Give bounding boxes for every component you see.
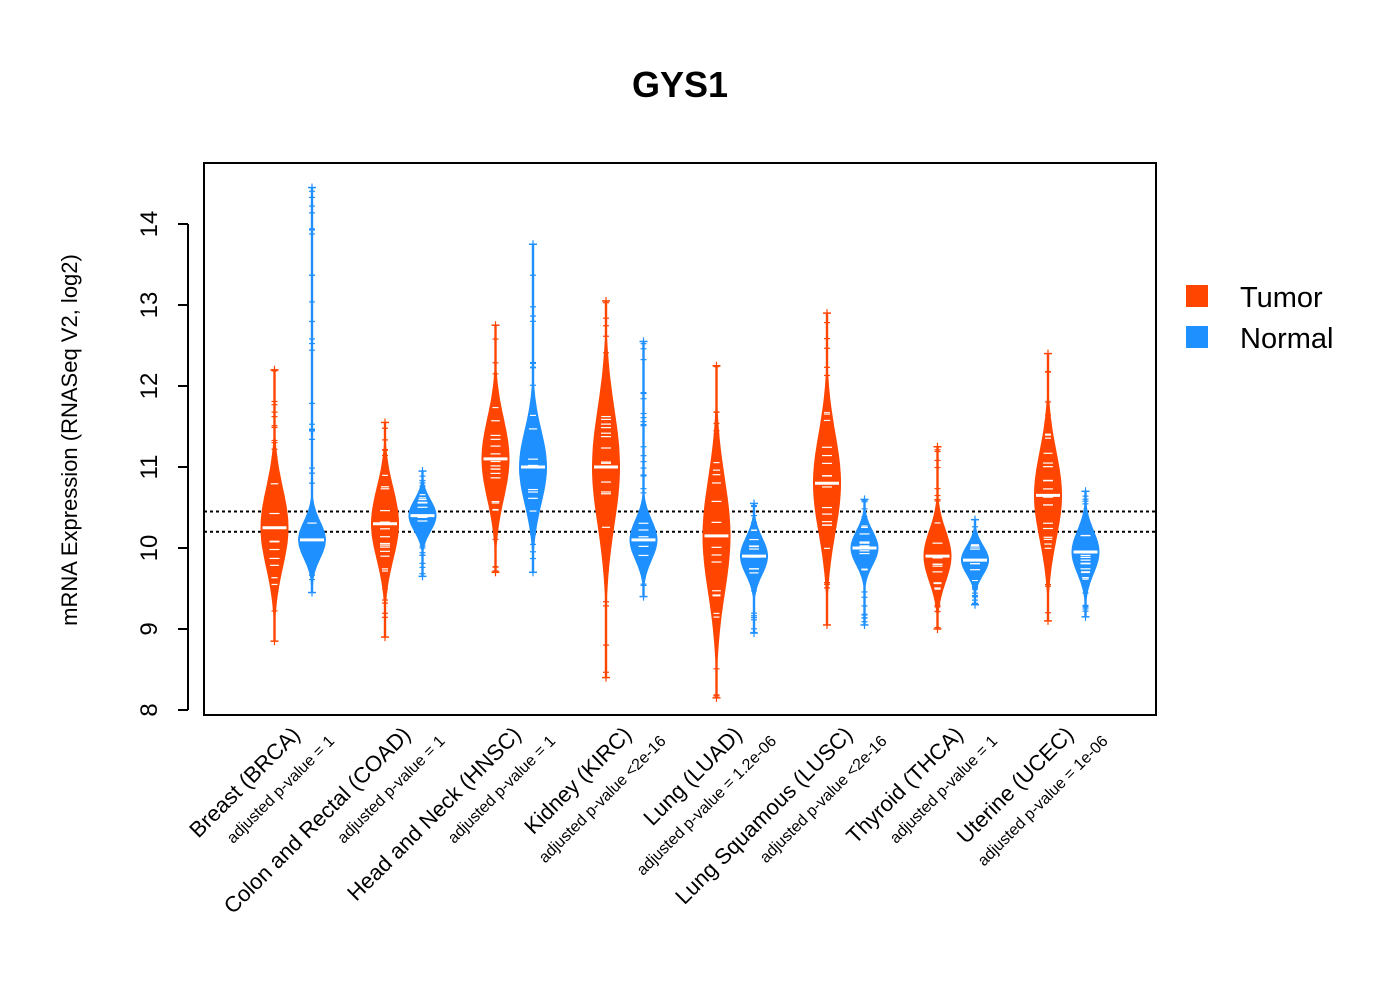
bean-normal-8 (1071, 487, 1100, 621)
bean-tumor-8 (1034, 349, 1062, 625)
bean-shape (371, 422, 399, 638)
legend-label-tumor: Tumor (1240, 282, 1323, 314)
bean-shape (923, 446, 952, 629)
bean-normal-2 (408, 467, 437, 581)
bean-shape (592, 300, 620, 678)
legend-swatch-normal (1186, 326, 1208, 348)
bean-normal-7 (961, 515, 989, 609)
legend-swatch-tumor (1186, 285, 1208, 307)
bean-shape (408, 471, 437, 577)
bean-tumor-2 (371, 418, 399, 642)
bean-shape (260, 369, 289, 642)
bean-normal-6 (850, 495, 879, 629)
y-tick-label: 9 (136, 622, 163, 635)
bean-normal-1 (298, 183, 326, 597)
bean-tumor-3 (481, 321, 510, 577)
bean-tumor-4 (592, 296, 620, 682)
bean-shape (961, 519, 989, 605)
bean-shape (298, 187, 326, 593)
bean-tumor-7 (923, 442, 952, 633)
bean-shape (1034, 353, 1062, 621)
bean-shape (813, 313, 841, 625)
bean-normal-4 (629, 337, 658, 601)
y-tick-label: 10 (136, 535, 163, 562)
y-axis-label: mRNA Expression (RNASeq V2, log2) (57, 254, 82, 626)
y-tick-label: 14 (136, 211, 163, 238)
legend: Tumor Normal (1186, 282, 1333, 355)
plot-layer (204, 183, 1156, 702)
plot-frame (203, 162, 1157, 716)
bean-tumor-6 (813, 309, 841, 629)
y-tick-label: 12 (136, 373, 163, 400)
bean-shape (1071, 491, 1100, 617)
bean-tumor-1 (260, 365, 289, 646)
legend-label-normal: Normal (1240, 323, 1333, 355)
bean-normal-3 (519, 240, 547, 577)
bean-normal-5 (740, 499, 768, 638)
bean-shape (629, 341, 658, 597)
bean-shape (702, 365, 731, 698)
y-tick-label: 11 (136, 455, 163, 480)
chart-title: GYS1 (632, 64, 728, 105)
bean-tumor-5 (702, 361, 731, 702)
y-tick-label: 8 (136, 703, 163, 716)
bean-shape (850, 499, 879, 625)
y-tick-label: 13 (136, 292, 163, 319)
bean-shape (481, 325, 510, 573)
